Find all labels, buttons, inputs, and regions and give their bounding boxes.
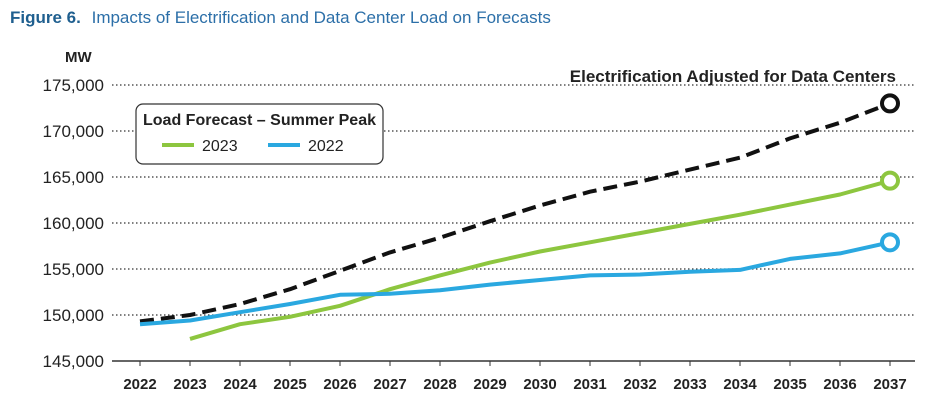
- x-tick-label: 2030: [523, 376, 556, 393]
- figure-caption: Impacts of Electrification and Data Cent…: [91, 8, 551, 27]
- y-axis-unit: MW: [65, 49, 92, 66]
- legend-label-2023: 2023: [202, 138, 238, 155]
- x-tick-label: 2031: [573, 376, 606, 393]
- figure-number: Figure 6.: [10, 8, 81, 27]
- x-tick-label: 2036: [823, 376, 856, 393]
- grid-lines: [112, 84, 915, 316]
- series-line-2023: [189, 178, 891, 341]
- x-axis-ticks: 2022 2023 2024 2025 2026 2027 2028 2029 2030 2031…: [123, 361, 907, 393]
- x-tick-label: 2037: [873, 376, 906, 393]
- x-tick-label: 2026: [323, 376, 356, 393]
- y-tick-label: 150,000: [43, 306, 104, 325]
- y-tick-label: 160,000: [43, 214, 104, 233]
- figure-title: Figure 6. Impacts of Electrification and…: [10, 8, 551, 28]
- y-tick-label: 170,000: [43, 122, 104, 141]
- x-tick-label: 2033: [673, 376, 706, 393]
- x-tick-label: 2028: [423, 376, 456, 393]
- series-line-electrification-adjusted-for-data-centers: [139, 101, 891, 324]
- x-tick-label: 2027: [373, 376, 406, 393]
- electrification-annotation: Electrification Adjusted for Data Center…: [570, 67, 896, 86]
- legend-label-2022: 2022: [308, 138, 344, 155]
- y-tick-label: 145,000: [43, 352, 104, 371]
- legend-title: Load Forecast – Summer Peak: [143, 112, 376, 129]
- x-tick-label: 2035: [773, 376, 806, 393]
- x-tick-label: 2032: [623, 376, 656, 393]
- y-tick-label: 165,000: [43, 168, 104, 187]
- series-endpoint-2023: [880, 170, 900, 191]
- y-axis-ticks: 175,000 170,000 165,000 160,000 155,000 150,0…: [43, 76, 104, 371]
- legend-box: [135, 103, 384, 165]
- x-tick-label: 2022: [123, 376, 156, 393]
- series-line-2022: [139, 240, 891, 327]
- series-layer: [139, 93, 900, 341]
- y-tick-label: 155,000: [43, 260, 104, 279]
- x-tick-label: 2025: [273, 376, 306, 393]
- x-tick-label: 2023: [173, 376, 206, 393]
- legend: Load Forecast – Summer Peak 2023 2022: [135, 103, 384, 165]
- x-tick-label: 2034: [723, 376, 757, 393]
- x-tick-label: 2029: [473, 376, 506, 393]
- series-endpoint-2022: [880, 232, 900, 253]
- legend-items: 2023 2022: [162, 138, 344, 155]
- series-endpoint-electrification-adjusted-for-data-centers: [880, 93, 900, 114]
- y-tick-label: 175,000: [43, 76, 104, 95]
- x-tick-label: 2024: [223, 376, 257, 393]
